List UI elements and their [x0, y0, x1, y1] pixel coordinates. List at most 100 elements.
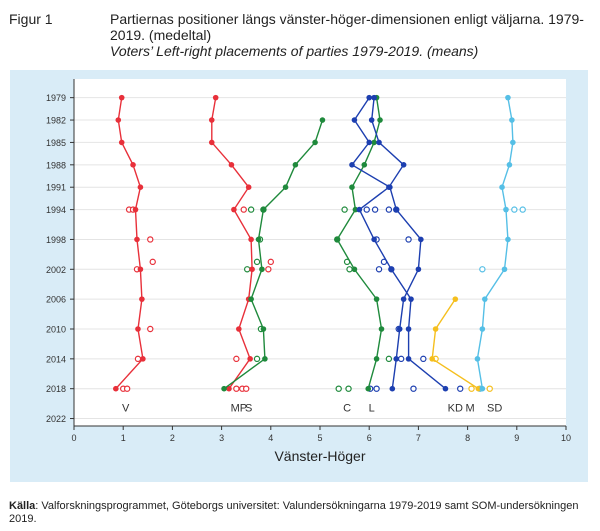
- series-point-MP-1994: [231, 206, 237, 213]
- scatter-point-0-5: [147, 325, 154, 333]
- series-point-SD-1982: [509, 117, 515, 123]
- series-point-S-2006: [248, 296, 254, 302]
- series-point-SD-2010: [479, 326, 486, 332]
- scatter-point-6-1: [511, 206, 518, 213]
- series-point-S-1991: [282, 184, 289, 191]
- series-point-C-1994: [352, 206, 359, 213]
- series-point-SD-1998: [505, 236, 511, 243]
- scatter-point-1-3: [233, 355, 240, 363]
- series-point-M-2010: [405, 326, 412, 332]
- x-tick-label-2: 2: [170, 433, 175, 443]
- x-tick-label-4: 4: [268, 433, 273, 443]
- source-label: Källa: [9, 500, 36, 512]
- series-point-SD-2002: [501, 266, 508, 273]
- scatter-point-2-6: [253, 355, 261, 363]
- series-point-MP-1979: [212, 94, 219, 101]
- y-tick-label-1979: 1979: [46, 93, 66, 103]
- y-tick-label-2006: 2006: [46, 295, 66, 305]
- scatter-point-4-13: [373, 385, 380, 392]
- scatter-point-5-2: [486, 385, 493, 392]
- series-point-L-2010: [396, 326, 403, 332]
- series-point-M-1979: [371, 94, 377, 101]
- series-point-V-1979: [118, 94, 125, 101]
- scatter-point-4-14: [410, 385, 417, 392]
- party-label-C: C: [343, 402, 351, 414]
- scatter-point-5-1: [468, 385, 475, 392]
- series-point-MP-2010: [236, 326, 242, 332]
- scatter-point-3-0: [341, 206, 348, 213]
- series-point-V-2002: [137, 266, 144, 273]
- series-point-C-1982: [377, 117, 383, 123]
- series-point-L-1988: [349, 162, 355, 168]
- y-tick-label-1994: 1994: [46, 205, 66, 215]
- series-line-MP: [211, 97, 253, 390]
- series-point-L-1994: [393, 206, 400, 213]
- series-point-MP-1988: [228, 162, 235, 168]
- series-point-KD-2010: [432, 326, 439, 332]
- series-point-MP-2002: [249, 266, 255, 273]
- series-point-MP-1982: [208, 117, 215, 123]
- source-text: : Valforskningsprogrammet, Göteborgs uni…: [9, 500, 579, 525]
- x-tick-label-0: 0: [71, 433, 76, 443]
- series-point-V-1991: [137, 184, 144, 191]
- scatter-point-4-5: [405, 236, 412, 243]
- scatter-point-2-0: [247, 206, 255, 213]
- series-point-SD-2014: [474, 356, 481, 362]
- series-point-SD-1994: [503, 206, 509, 213]
- series-point-L-1998: [418, 236, 424, 243]
- y-tick-label-1991: 1991: [46, 183, 66, 193]
- scatter-point-4-11: [420, 355, 427, 363]
- x-tick-label-5: 5: [317, 433, 322, 443]
- series-point-V-1988: [130, 162, 136, 168]
- series-point-MP-2018: [226, 385, 232, 392]
- series-point-C-1985: [371, 139, 377, 146]
- series-point-KD-2014: [429, 356, 435, 362]
- series-point-SD-1988: [506, 162, 513, 168]
- scatter-point-1-1: [265, 266, 272, 273]
- series-point-V-1982: [115, 117, 122, 123]
- series-point-S-2014: [262, 356, 268, 362]
- scatter-point-2-4: [253, 258, 261, 266]
- x-tick-label-10: 10: [561, 433, 571, 443]
- series-point-V-1998: [134, 236, 140, 243]
- series-point-SD-1979: [505, 94, 511, 101]
- series-point-M-1991: [386, 184, 392, 191]
- series-point-M-1985: [376, 139, 382, 146]
- y-tick-label-2022: 2022: [46, 414, 66, 424]
- series-point-M-2006: [408, 296, 414, 302]
- series-point-C-2018: [365, 385, 372, 392]
- series-point-SD-1985: [510, 139, 516, 146]
- scatter-point-1-6: [242, 385, 250, 392]
- series-point-M-2014: [405, 356, 412, 362]
- series-line-V: [115, 97, 144, 390]
- party-label-V: V: [122, 402, 130, 414]
- scatter-point-4-0: [363, 206, 370, 213]
- series-point-L-2014: [393, 356, 400, 362]
- series-point-MP-1991: [245, 184, 252, 191]
- scatter-point-6-0: [519, 206, 526, 213]
- y-tick-label-1982: 1982: [46, 116, 66, 126]
- series-point-SD-2018: [479, 385, 486, 392]
- series-point-V-2014: [140, 356, 146, 362]
- series-point-L-1985: [366, 139, 373, 146]
- series-point-S-1982: [319, 117, 326, 123]
- series-point-C-2006: [373, 296, 380, 302]
- scatter-point-4-15: [457, 385, 464, 392]
- series-point-L-1982: [351, 117, 358, 123]
- scatter-point-3-4: [385, 355, 393, 363]
- series-point-M-2002: [388, 266, 395, 273]
- figure-title: Partiernas positioner längs vänster-höge…: [110, 11, 590, 59]
- scatter-point-1-0: [240, 206, 247, 213]
- y-tick-label-2014: 2014: [46, 354, 66, 364]
- x-tick-label-8: 8: [465, 433, 470, 443]
- series-point-MP-1998: [248, 236, 254, 243]
- series-point-V-2010: [135, 326, 141, 332]
- x-tick-label-9: 9: [514, 433, 519, 443]
- scatter-point-1-2: [267, 258, 274, 266]
- series-point-M-1988: [400, 162, 407, 168]
- series-line-KD: [431, 298, 479, 390]
- series-point-C-2002: [351, 266, 358, 273]
- scatter-point-3-2: [346, 266, 353, 273]
- x-tick-label-3: 3: [219, 433, 224, 443]
- y-tick-label-2010: 2010: [46, 324, 66, 334]
